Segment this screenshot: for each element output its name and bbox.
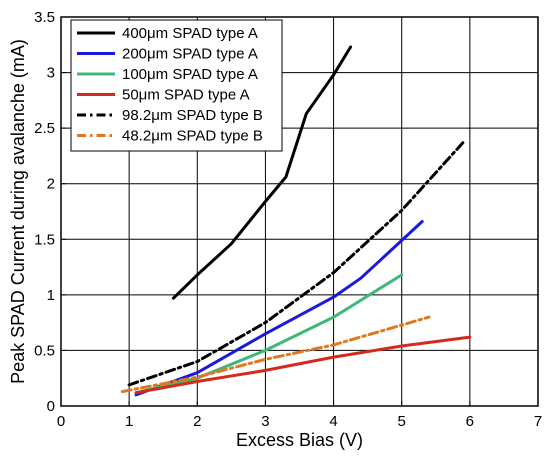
series-line-2: [134, 220, 424, 397]
y-tick-label: 2: [47, 176, 55, 193]
legend-label: 100μm SPAD type A: [122, 66, 258, 83]
y-tick-label: 3: [47, 65, 55, 82]
series-line-3: [134, 273, 404, 395]
y-tick-label: 0: [47, 398, 55, 415]
legend-label: 98.2μm SPAD type B: [122, 107, 263, 124]
x-tick-label: 2: [193, 413, 201, 430]
y-tick-label: 3.5: [34, 9, 55, 26]
legend-box: [70, 19, 283, 152]
legend-label: 50μm SPAD type A: [122, 87, 250, 104]
y-tick-label: 1: [47, 287, 55, 304]
legend-item: 48.2μm SPAD type B: [77, 128, 263, 145]
x-tick-label: 5: [398, 413, 406, 430]
legend-item: 100μm SPAD type A: [77, 66, 258, 83]
x-axis-title: Excess Bias (V): [236, 430, 363, 450]
x-tick-label: 3: [261, 413, 269, 430]
series-line-5: [127, 141, 465, 387]
legend-item: 400μm SPAD type A: [77, 25, 258, 42]
x-tick-label: 0: [57, 413, 65, 430]
y-axis-title: Peak SPAD Current during avalanche (mA): [8, 39, 28, 384]
series-line-6: [120, 315, 431, 394]
axis-ticks: [60, 16, 539, 407]
y-tick-label: 2.5: [34, 120, 55, 137]
plot-frame: [60, 16, 539, 407]
legend-item: 98.2μm SPAD type B: [77, 107, 263, 124]
legend: 400μm SPAD type A 200μm SPAD type A 100μm …: [70, 19, 283, 152]
series-line-1: [171, 45, 353, 300]
legend-label: 200μm SPAD type A: [122, 46, 258, 63]
y-tick-label: 1.5: [34, 231, 55, 248]
legend-item: 50μm SPAD type A: [77, 87, 250, 104]
x-tick-label: 6: [466, 413, 474, 430]
x-tick-label: 1: [125, 413, 133, 430]
tick-labels: 0 1 2 3 4 5 6 7 0 0.5 1 1.5 2 2.5 3 3.5: [34, 9, 542, 430]
series-line-4: [134, 335, 472, 395]
legend-label: 48.2μm SPAD type B: [122, 128, 263, 145]
x-tick-label: 7: [534, 413, 542, 430]
legend-label: 400μm SPAD type A: [122, 25, 258, 42]
x-tick-label: 4: [329, 413, 337, 430]
y-tick-label: 0.5: [34, 342, 55, 359]
legend-items: 400μm SPAD type A 200μm SPAD type A 100μm …: [77, 25, 263, 145]
series-layer: [120, 45, 472, 397]
legend-item: 200μm SPAD type A: [77, 46, 258, 63]
